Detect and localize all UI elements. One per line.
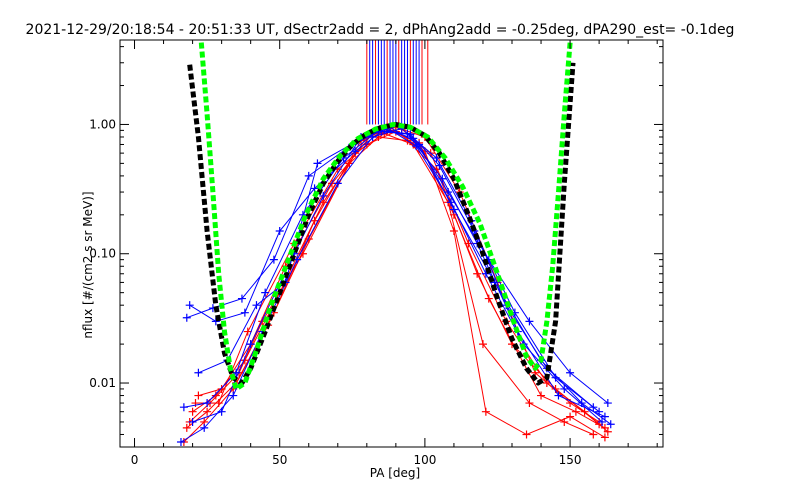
red-series-1 (182, 126, 609, 432)
series-layer (176, 123, 615, 446)
blue-series-line (180, 127, 594, 443)
blue-point (275, 226, 284, 235)
red-point (571, 407, 580, 416)
chart-title: 2021-12-29/20:18:54 - 20:51:33 UT, dSect… (26, 22, 735, 38)
x-tick-label: 0 (131, 453, 139, 467)
blue-point (566, 368, 575, 377)
red-point (481, 407, 490, 416)
fit-curve-green (198, 42, 573, 392)
blue-point (194, 368, 203, 377)
red-point (580, 407, 589, 416)
vertical-marker-layer (366, 40, 429, 125)
plot-frame (119, 39, 664, 448)
blue-point (589, 403, 598, 412)
red-point (525, 399, 534, 408)
blue-point (412, 142, 421, 151)
blue-point (237, 294, 246, 303)
blue-point (577, 399, 586, 408)
red-point (537, 391, 546, 400)
blue-point (252, 301, 261, 310)
blue-point (304, 171, 313, 180)
blue-point (185, 301, 194, 310)
blue-point (203, 399, 212, 408)
x-tick-label: 50 (272, 453, 287, 467)
red-point (600, 433, 609, 442)
blue-point (319, 191, 328, 200)
red-point (214, 399, 223, 408)
red-point (188, 407, 197, 416)
blue-point (240, 308, 249, 317)
red-point (478, 340, 487, 349)
blue-point (595, 407, 604, 416)
red-point (522, 430, 531, 439)
blue-point (603, 399, 612, 408)
red-series-line (183, 133, 594, 443)
blue-point (606, 420, 615, 429)
red-point (194, 391, 203, 400)
blue-point (229, 391, 238, 400)
red-point (345, 159, 354, 168)
y-axis-label: nflux [#/(cm2 s sr MeV)] (81, 191, 95, 338)
red-point (203, 407, 212, 416)
red-point (243, 327, 252, 336)
red-point (603, 427, 612, 436)
y-tick-label: 1.00 (89, 117, 116, 131)
blue-point (313, 159, 322, 168)
blue-point (447, 198, 456, 207)
red-point (182, 423, 191, 432)
blue-point (333, 179, 342, 188)
x-tick-label: 150 (559, 453, 582, 467)
red-point (566, 412, 575, 421)
red-point (449, 226, 458, 235)
blue-point (176, 437, 185, 446)
blue-point (598, 417, 607, 426)
red-series-line (192, 126, 600, 423)
blue-point (432, 154, 441, 163)
red-series-3 (179, 129, 598, 446)
y-tick-label: 0.10 (89, 247, 116, 261)
blue-point (179, 403, 188, 412)
blue-point (269, 255, 278, 264)
blue-point (600, 412, 609, 421)
blue-point (200, 423, 209, 432)
blue-point (246, 340, 255, 349)
red-point (589, 430, 598, 439)
blue-point (481, 269, 490, 278)
blue-series-5 (176, 124, 598, 446)
red-point (484, 294, 493, 303)
y-tick-label: 0.01 (89, 376, 116, 390)
red-point (473, 269, 482, 278)
axis-layer: 0 50 100 150 0.01 0.10 1.00 (89, 40, 663, 467)
x-axis-label: PA [deg] (370, 466, 420, 480)
fit-curve-layer (187, 42, 576, 392)
blue-point (449, 205, 458, 214)
red-point (211, 391, 220, 400)
blue-point (351, 147, 360, 156)
blue-point (554, 391, 563, 400)
x-tick-label: 100 (413, 453, 436, 467)
blue-point (560, 384, 569, 393)
blue-point (525, 317, 534, 326)
blue-point (182, 313, 191, 322)
blue-point (261, 288, 270, 297)
blue-point (444, 188, 453, 197)
red-point (191, 399, 200, 408)
blue-point (188, 417, 197, 426)
